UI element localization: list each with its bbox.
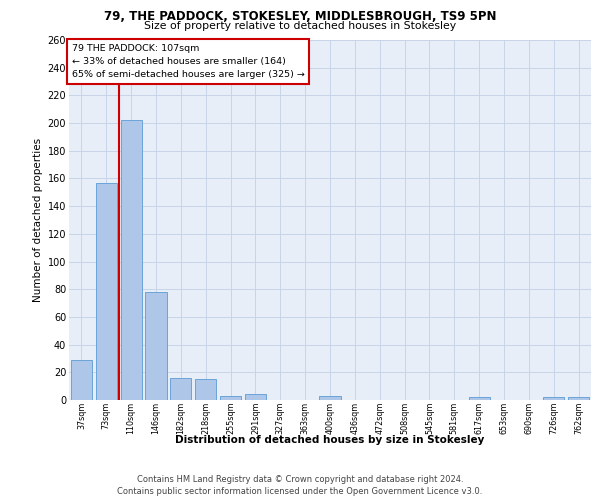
Bar bbox=[96, 182, 117, 400]
Bar bbox=[220, 396, 241, 400]
Text: Contains HM Land Registry data © Crown copyright and database right 2024.
Contai: Contains HM Land Registry data © Crown c… bbox=[118, 474, 482, 496]
Bar bbox=[145, 292, 167, 400]
Bar bbox=[170, 378, 191, 400]
Bar bbox=[245, 394, 266, 400]
Text: Distribution of detached houses by size in Stokesley: Distribution of detached houses by size … bbox=[175, 435, 485, 445]
Bar bbox=[543, 397, 564, 400]
Bar bbox=[469, 397, 490, 400]
Text: Size of property relative to detached houses in Stokesley: Size of property relative to detached ho… bbox=[144, 21, 456, 31]
Text: 79 THE PADDOCK: 107sqm
← 33% of detached houses are smaller (164)
65% of semi-de: 79 THE PADDOCK: 107sqm ← 33% of detached… bbox=[71, 44, 304, 79]
Y-axis label: Number of detached properties: Number of detached properties bbox=[34, 138, 43, 302]
Bar bbox=[319, 396, 341, 400]
Bar bbox=[195, 379, 216, 400]
Bar bbox=[71, 360, 92, 400]
Bar bbox=[121, 120, 142, 400]
Bar bbox=[568, 397, 589, 400]
Text: 79, THE PADDOCK, STOKESLEY, MIDDLESBROUGH, TS9 5PN: 79, THE PADDOCK, STOKESLEY, MIDDLESBROUG… bbox=[104, 10, 496, 23]
